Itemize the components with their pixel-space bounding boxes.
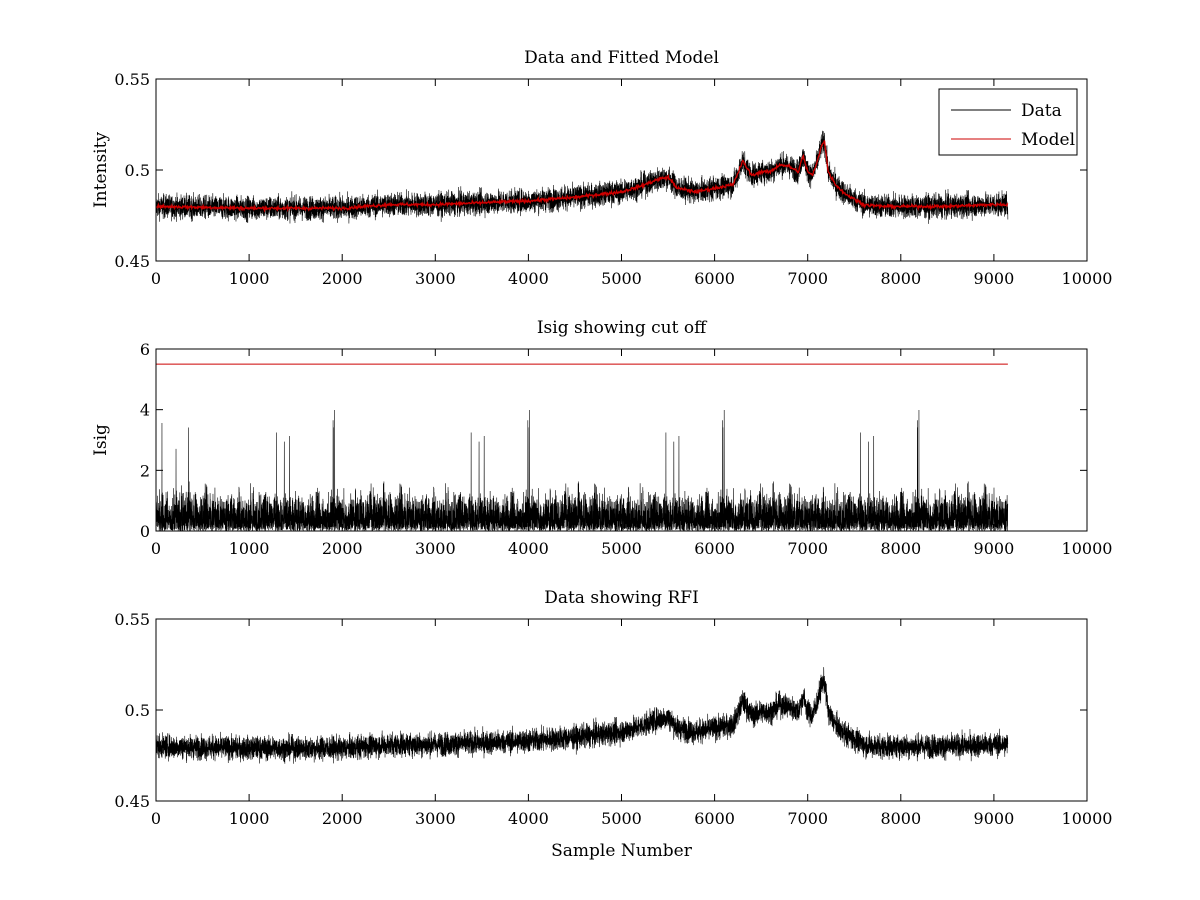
x-tick-label: 8000 (880, 539, 921, 558)
x-tick-label: 6000 (694, 539, 735, 558)
chart-title: Isig showing cut off (537, 318, 708, 338)
x-tick-label: 7000 (787, 809, 828, 828)
x-tick-label: 0 (151, 269, 161, 288)
x-tick-label: 2000 (322, 269, 363, 288)
series-line-data (156, 667, 1009, 764)
series-group (156, 667, 1009, 764)
series-line-model (156, 140, 1009, 213)
x-tick-label: 2000 (322, 809, 363, 828)
x-axis-label: Sample Number (551, 841, 693, 861)
axes-background (156, 619, 1087, 801)
x-tick-label: 1000 (229, 539, 270, 558)
legend-label: Data (1021, 101, 1062, 121)
chart-title: Data showing RFI (544, 588, 699, 608)
series-group (156, 130, 1009, 224)
subplot-1: 0 1000 2000 3000 4000 5000 6000 7000 8000 9000 100… (91, 48, 1112, 288)
x-tick-label: 1000 (229, 269, 270, 288)
x-tick-label: 9000 (974, 809, 1015, 828)
x-tick-label: 5000 (601, 809, 642, 828)
subplot-2: 0 1000 2000 3000 4000 5000 6000 7000 8000 9000 100… (91, 318, 1112, 558)
y-tick-label: 0.5 (125, 701, 150, 720)
x-tick-label: 6000 (694, 809, 735, 828)
x-tick-label: 9000 (974, 539, 1015, 558)
series-group (156, 363, 1009, 531)
x-tick-label: 8000 (880, 269, 921, 288)
axes-background (156, 79, 1087, 261)
y-tick-label: 2 (140, 461, 150, 480)
y-axis-label: Intensity (91, 132, 111, 208)
legend-box (938, 88, 1078, 156)
y-tick-label: 0.55 (114, 610, 150, 629)
x-tick-label: 4000 (508, 269, 549, 288)
x-tick-label: 4000 (508, 809, 549, 828)
x-tick-label: 7000 (787, 269, 828, 288)
x-tick-label: 3000 (415, 269, 456, 288)
chart-title: Data and Fitted Model (524, 48, 719, 68)
x-tick-label: 5000 (601, 539, 642, 558)
x-tick-label: 3000 (415, 809, 456, 828)
x-tick-label: 10000 (1062, 539, 1113, 558)
x-tick-label: 8000 (880, 809, 921, 828)
x-tick-label: 7000 (787, 539, 828, 558)
x-tick-label: 3000 (415, 539, 456, 558)
y-tick-label: 0.45 (114, 252, 150, 271)
y-axis-label: Isig (91, 424, 111, 456)
y-tick-label: 0 (140, 522, 150, 541)
y-tick-label: 0.55 (114, 70, 150, 89)
y-tick-label: 0.5 (125, 161, 150, 180)
x-tick-label: 1000 (229, 809, 270, 828)
x-tick-label: 4000 (508, 539, 549, 558)
subplot-3: 0 1000 2000 3000 4000 5000 6000 7000 8000 9000 100… (114, 588, 1112, 861)
y-tick-label: 6 (140, 340, 150, 359)
x-tick-label: 9000 (974, 269, 1015, 288)
x-tick-label: 6000 (694, 269, 735, 288)
x-tick-label: 2000 (322, 539, 363, 558)
x-tick-label: 5000 (601, 269, 642, 288)
legend-label: Model (1021, 130, 1075, 150)
x-tick-label: 0 (151, 809, 161, 828)
y-tick-label: 4 (140, 401, 150, 420)
legend: Data Model (938, 88, 1078, 156)
x-tick-label: 10000 (1062, 269, 1113, 288)
x-tick-label: 0 (151, 539, 161, 558)
x-tick-label: 10000 (1062, 809, 1113, 828)
y-tick-label: 0.45 (114, 792, 150, 811)
series-line-data (156, 409, 1009, 531)
